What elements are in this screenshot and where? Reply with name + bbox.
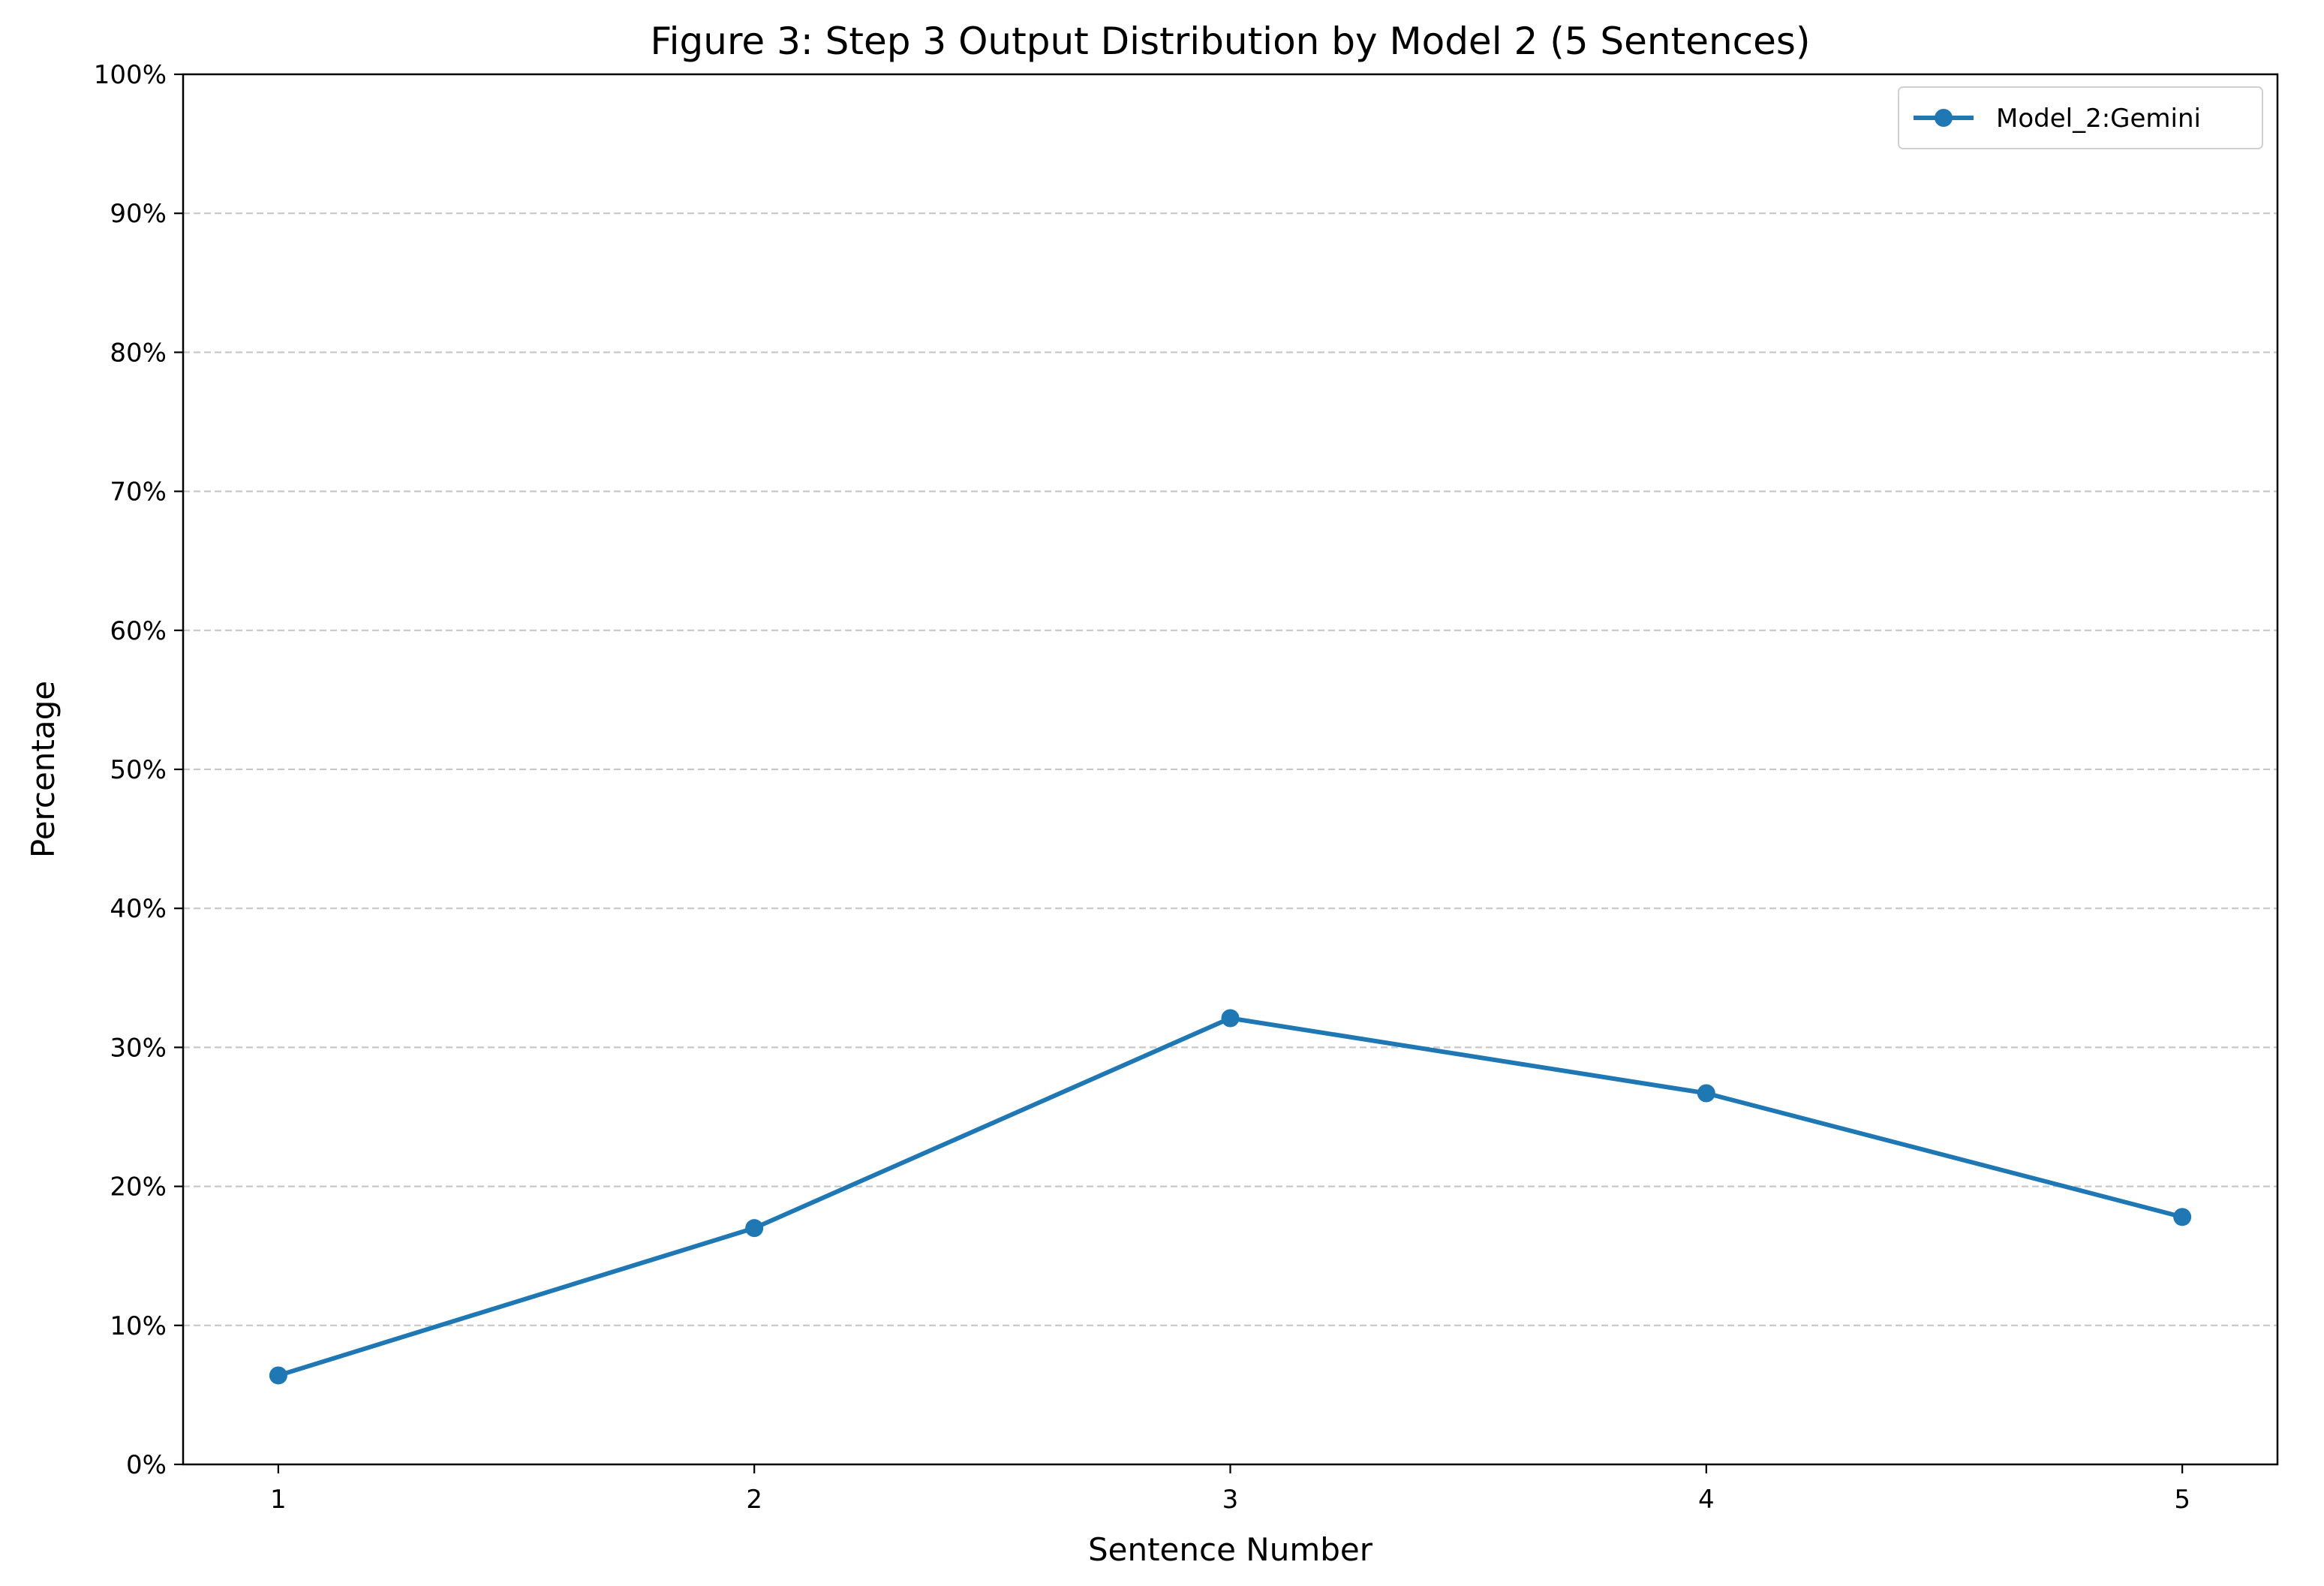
x-tick-label: 2 xyxy=(746,1485,762,1515)
x-tick-label: 1 xyxy=(270,1485,287,1515)
y-tick-label: 30% xyxy=(110,1033,167,1063)
y-tick-label: 60% xyxy=(110,616,167,646)
x-tick-label: 3 xyxy=(1222,1485,1239,1515)
legend-box xyxy=(1898,86,2263,149)
y-tick-label: 90% xyxy=(110,199,167,229)
chart-title: Figure 3: Step 3 Output Distribution by … xyxy=(651,20,1811,63)
x-axis-label: Sentence Number xyxy=(1088,1531,1373,1568)
data-point xyxy=(745,1219,764,1238)
y-tick-label: 0% xyxy=(126,1450,167,1480)
y-tick-label: 20% xyxy=(110,1172,167,1202)
series-layer xyxy=(269,1009,2192,1385)
data-point xyxy=(2173,1208,2192,1226)
data-point xyxy=(1221,1009,1240,1028)
y-tick-label: 100% xyxy=(94,60,167,90)
data-point xyxy=(1697,1084,1715,1103)
y-tick-label: 10% xyxy=(110,1311,167,1341)
legend-marker xyxy=(1935,109,1953,127)
x-tick-label: 5 xyxy=(2174,1485,2190,1515)
ticks: 0% 10% 20% 30% 40% 50% 60% 70% 80% 90% 100% 1 2 3 4 5 xyxy=(94,60,2190,1515)
legend: Model_2:Gemini xyxy=(1898,86,2263,149)
y-tick-label: 70% xyxy=(110,477,167,507)
x-tick-label: 4 xyxy=(1698,1485,1715,1515)
y-tick-label: 80% xyxy=(110,338,167,368)
y-axis-label: Percentage xyxy=(25,681,62,858)
data-point xyxy=(269,1366,287,1385)
gridlines xyxy=(183,212,2277,1326)
y-tick-label: 40% xyxy=(110,894,167,924)
legend-label: Model_2:Gemini xyxy=(1996,104,2201,134)
y-tick-label: 50% xyxy=(110,755,167,785)
